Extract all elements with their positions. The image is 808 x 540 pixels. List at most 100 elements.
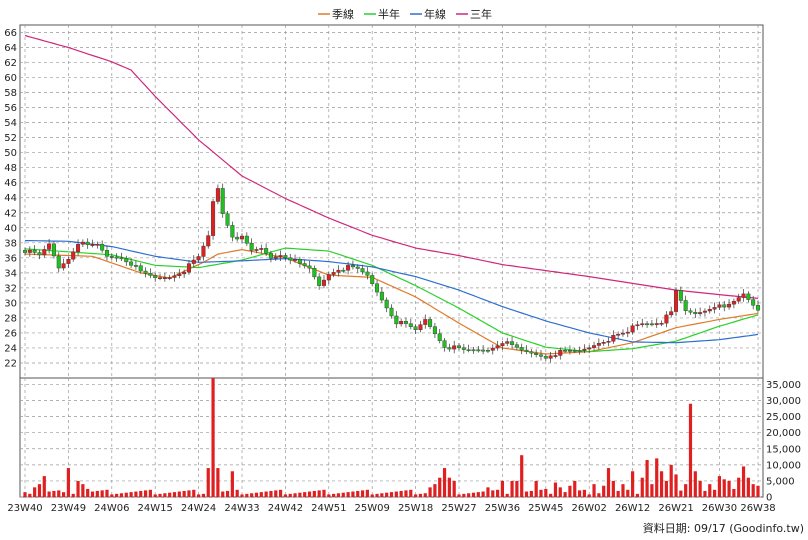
candle-body [119,257,124,260]
volume-bar [703,490,707,497]
volume-bar [66,468,71,497]
volume-bar [52,490,56,497]
volume-bar [737,477,741,497]
volume-bar [655,458,659,497]
volume-bar [481,491,485,497]
candle-body [596,343,601,346]
price-tick-label: 28 [4,313,17,324]
candle-body [100,243,105,251]
x-tick-label: 24W15 [138,503,173,514]
candle-body [220,188,225,214]
x-axis: 23W40 23W49 24W06 24W15 24W24 24W33 24W42 24W51… [7,503,775,514]
volume-bar [553,482,558,497]
candle-body [524,349,529,352]
volume-bar [221,491,225,497]
candle-body [379,291,384,301]
candle-body [273,256,278,259]
volume-bar [727,480,731,497]
volume-bar [674,474,678,497]
candle-body [177,273,182,276]
volume-bar [240,494,244,497]
legend-label-1: 半年 [378,7,400,21]
candle-body [23,250,28,253]
candle-body [466,349,471,352]
candle-body [751,299,756,306]
candle-body [47,243,52,250]
candle-body [90,244,95,246]
volume-bar [423,493,427,497]
volume-bar [505,493,509,497]
candle-body [707,309,712,312]
candle-body [563,350,568,352]
candle-body [268,253,273,259]
candle-body [158,277,163,280]
volume-bar [33,487,37,497]
x-tick-label: 26W21 [658,503,693,514]
candle-body [27,249,32,253]
candle-body [61,263,66,269]
candle-body [442,340,447,348]
candle-body [346,265,351,271]
candle-body [283,255,288,258]
volume-bar [172,492,177,497]
volume-bar [486,487,490,497]
candle-body [495,345,500,349]
volume-bar [230,471,234,497]
candle-body [211,201,216,236]
volume-bar [577,490,582,497]
candle-body [698,312,703,315]
volume-bar [399,490,403,497]
volume-frame [19,377,764,498]
candle-body [592,345,597,348]
candle-body [244,235,249,244]
volume-bar [235,489,239,497]
candle-body [182,271,187,275]
candle-body [582,348,587,351]
candle-body [485,349,490,352]
volume-bar [201,493,206,497]
volume-bar [47,491,51,497]
candle-body [172,275,177,278]
candle-body [712,307,717,310]
volume-bar [631,471,635,497]
volume-bar [414,494,418,497]
candle-body [418,324,423,330]
volume-bar [351,491,355,497]
candle-body [620,332,625,335]
volume-bar [197,494,201,497]
volume-bar [500,480,505,497]
volume-bar [90,491,95,497]
candle-body [336,269,341,273]
candle-body [746,293,751,300]
x-tick-label: 24W24 [181,503,216,514]
candle-body [683,300,688,311]
volume-bar [322,489,326,497]
volume-tick-label: 10,000 [766,460,801,471]
volume-bar [283,494,288,497]
volume-tick-label: 30,000 [766,396,801,407]
volume-bar [684,484,688,497]
candle-body [254,249,259,251]
candle-body [153,275,158,278]
volume-bar [650,484,654,497]
legend-label-2: 年線 [424,7,446,21]
candle-body [688,310,693,313]
candle-body [191,259,196,264]
candle-body [293,259,298,261]
volume-bar [438,477,442,497]
volume-bar [418,493,423,497]
price-tick-label: 34 [4,268,17,279]
ma-line-1 [24,247,759,353]
volume-bar [751,484,755,497]
candle-body [167,277,172,279]
price-tick-label: 48 [4,163,17,174]
volume-axis: 0 5,000 10,000 15,000 20,000 25,000 30,000 35,0… [766,380,801,504]
volume-bar [635,493,640,497]
candle-body [206,235,211,247]
candle-body [408,323,413,327]
price-tick-label: 26 [4,328,17,339]
volume-bar [568,485,572,497]
price-tick-label: 62 [4,58,17,69]
candle-body [138,265,143,272]
volume-bar [452,480,456,497]
